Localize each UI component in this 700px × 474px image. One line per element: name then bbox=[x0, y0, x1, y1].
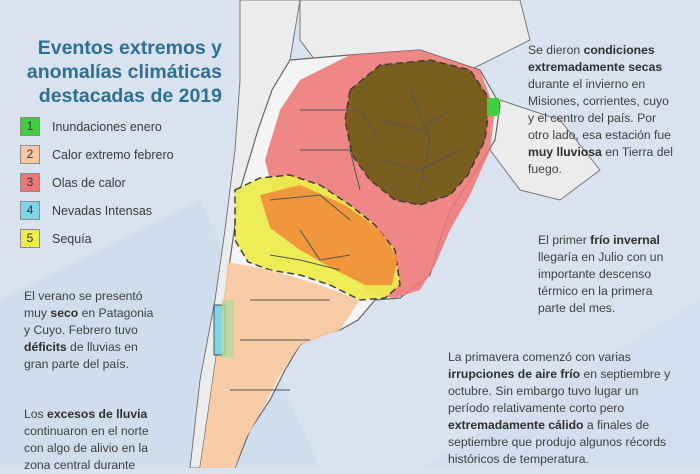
text-first-cold: El primer frío invernal llegaría en Juli… bbox=[538, 233, 664, 315]
dry-winter-area bbox=[344, 59, 491, 206]
legend-label: Nevadas Intensas bbox=[52, 203, 153, 218]
legend-label: Calor extremo febrero bbox=[52, 147, 174, 162]
legend-swatch: 1 bbox=[20, 117, 40, 136]
text-summer: El verano se presentó muy seco en Patago… bbox=[24, 289, 154, 371]
map-title: Eventos extremos y anomalías climáticas … bbox=[22, 36, 222, 108]
legend-swatch: 4 bbox=[20, 201, 40, 220]
text-spring: La primavera comenzó con varias irrupcio… bbox=[448, 350, 671, 466]
legend-label: Olas de calor bbox=[52, 175, 126, 190]
legend-item-snow: 4 Nevadas Intensas bbox=[20, 200, 174, 221]
legend-item-heat-waves: 3 Olas de calor bbox=[20, 172, 174, 193]
legend-swatch: 2 bbox=[20, 145, 40, 164]
extreme-heat-overlap bbox=[260, 185, 398, 285]
legend-item-drought: 5 Sequía bbox=[20, 228, 174, 249]
legend-swatch: 5 bbox=[20, 229, 40, 248]
patagonia-heat-area bbox=[200, 262, 360, 468]
patagonia-green-area bbox=[222, 300, 234, 358]
legend-label: Inundaciones enero bbox=[52, 119, 162, 134]
legend-swatch: 3 bbox=[20, 173, 40, 192]
legend-label: Sequía bbox=[52, 231, 92, 246]
text-winter-drought: Se dieron condiciones extremadamente sec… bbox=[528, 43, 673, 176]
legend: 1 Inundaciones enero 2 Calor extremo feb… bbox=[20, 116, 174, 256]
title-line-2: anomalías climáticas bbox=[26, 61, 222, 83]
title-line-3: destacadas de 2019 bbox=[38, 85, 222, 107]
floods-area bbox=[487, 98, 499, 116]
legend-item-hot-feb: 2 Calor extremo febrero bbox=[20, 144, 174, 165]
legend-item-floods: 1 Inundaciones enero bbox=[20, 116, 174, 137]
text-rain-excess: Los excesos de lluvia continuaron en el … bbox=[24, 407, 149, 472]
title-line-1: Eventos extremos y bbox=[37, 37, 222, 59]
